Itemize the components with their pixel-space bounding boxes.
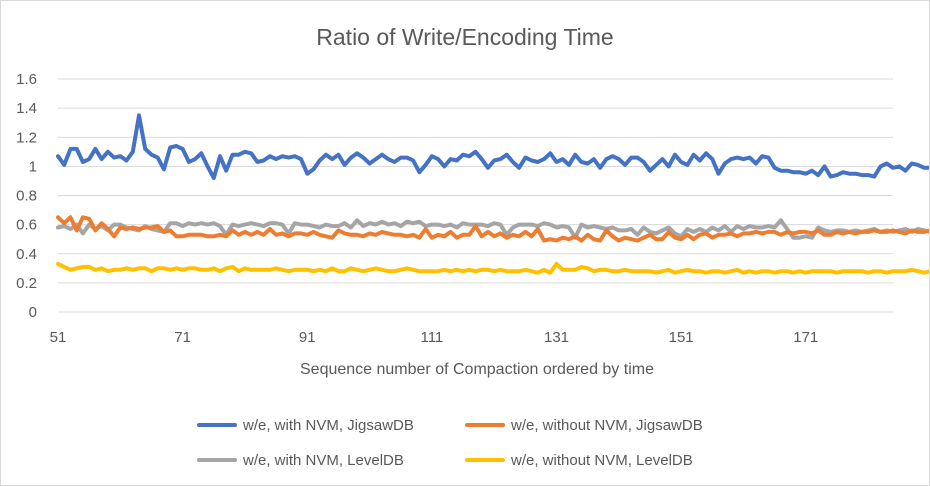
y-tick-label: 1.6	[16, 71, 37, 88]
gridlines	[58, 78, 893, 313]
legend-item-4: w/e, without NVM, LevelDB	[465, 452, 693, 469]
x-tick-label: 151	[669, 329, 694, 346]
x-axis-ticks: 51 71 91 111 131 151 171	[50, 329, 819, 346]
x-tick-label: 51	[50, 329, 67, 346]
legend-item-3: w/e, with NVM, LevelDB	[197, 452, 404, 469]
x-tick-label: 111	[420, 329, 443, 346]
series-line-2	[56, 215, 929, 243]
x-tick-label: 71	[174, 329, 191, 346]
series-line-3	[56, 218, 929, 240]
legend-label: w/e, with NVM, JigsawDB	[242, 417, 414, 434]
x-tick-label: 171	[793, 329, 818, 346]
legend-item-2: w/e, without NVM, JigsawDB	[465, 417, 703, 434]
y-tick-label: 0.2	[16, 275, 37, 292]
x-tick-label: 91	[299, 329, 316, 346]
chart-title: Ratio of Write/Encoding Time	[316, 24, 613, 50]
y-tick-label: 1	[29, 158, 37, 175]
legend-label: w/e, without NVM, LevelDB	[510, 452, 693, 469]
legend-label: w/e, without NVM, JigsawDB	[510, 417, 703, 434]
y-tick-label: 0.4	[16, 246, 37, 263]
legend-item-1: w/e, with NVM, JigsawDB	[197, 417, 414, 434]
legend: w/e, with NVM, JigsawDB w/e, without NVM,…	[197, 417, 703, 469]
y-tick-label: 0	[29, 304, 37, 321]
series-line-1	[56, 113, 929, 180]
series-line-4	[56, 261, 929, 275]
y-tick-label: 1.2	[16, 129, 37, 146]
y-tick-label: 0.6	[16, 217, 37, 234]
x-tick-label: 131	[544, 329, 569, 346]
y-axis-ticks: 0 0.2 0.4 0.6 0.8 1 1.2 1.4 1.6	[16, 71, 37, 321]
legend-label: w/e, with NVM, LevelDB	[242, 452, 404, 469]
x-axis-title: Sequence number of Compaction ordered by…	[300, 361, 654, 378]
y-tick-label: 1.4	[16, 100, 37, 117]
y-tick-label: 0.8	[16, 188, 37, 205]
series-lines	[56, 113, 929, 275]
